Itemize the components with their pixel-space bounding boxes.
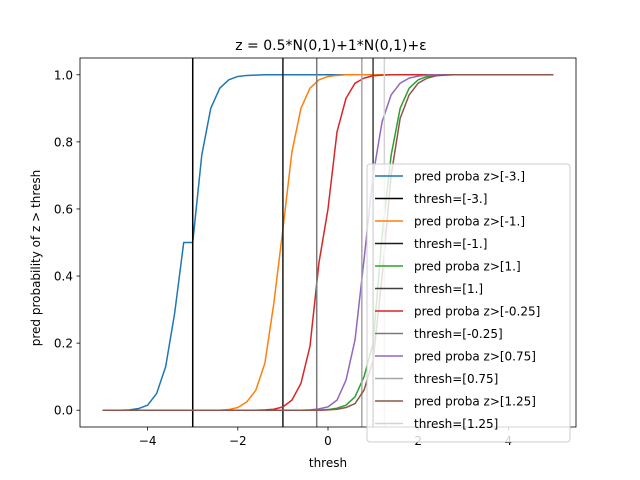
y-tick-label: 0.2: [54, 337, 73, 351]
legend-entry: pred proba z>[1.]: [414, 260, 521, 274]
plot-area: [102, 58, 554, 427]
legend: pred proba z>[-3.] thresh=[-3.] pred proba…: [366, 163, 571, 443]
legend-entry: pred proba z>[0.75]: [414, 350, 536, 364]
y-tick-label: 0.8: [54, 135, 73, 149]
x-tick-label: 0: [324, 434, 332, 448]
legend-entry: thresh=[-3.]: [414, 192, 487, 206]
x-tick-label: −2: [229, 434, 247, 448]
legend-entry: thresh=[0.75]: [414, 372, 498, 386]
x-tick-label: −4: [139, 434, 157, 448]
legend-entry: thresh=[-0.25]: [414, 327, 503, 341]
legend-entry: pred proba z>[-0.25]: [414, 305, 540, 319]
legend-entry: pred proba z>[-3.]: [414, 170, 525, 184]
series-line: [102, 74, 554, 411]
legend-entry: thresh=[1.]: [414, 282, 483, 296]
legend-box: [366, 163, 571, 443]
legend-entry: pred proba z>[-1.]: [414, 215, 525, 229]
axes: −4−20240.00.20.40.60.81.0: [54, 57, 577, 448]
y-tick-label: 1.0: [54, 68, 73, 82]
legend-entry: thresh=[1.25]: [414, 417, 498, 431]
y-tick-label: 0.0: [54, 404, 73, 418]
y-tick-label: 0.6: [54, 202, 73, 216]
legend-entry: thresh=[-1.]: [414, 237, 487, 251]
chart-title: z = 0.5*N(0,1)+1*N(0,1)+ε: [235, 38, 427, 54]
legend-entry: pred proba z>[1.25]: [414, 395, 536, 409]
y-tick-label: 0.4: [54, 270, 73, 284]
x-axis-label: thresh: [309, 456, 347, 470]
y-axis-label: pred probability of z > thresh: [29, 170, 43, 347]
